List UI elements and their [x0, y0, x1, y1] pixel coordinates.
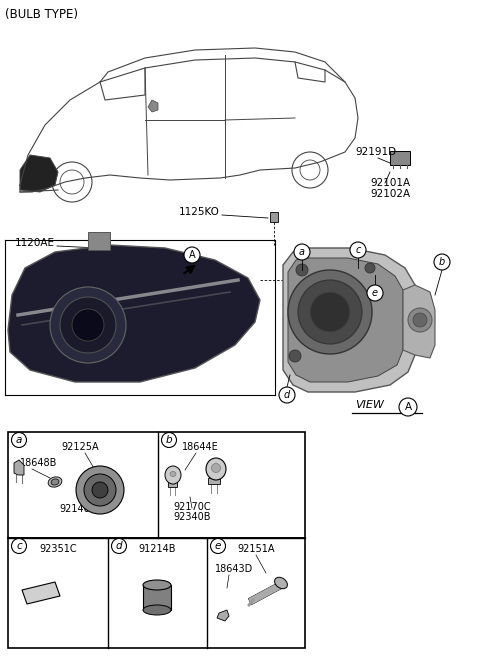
Circle shape	[294, 244, 310, 260]
Text: 92102A: 92102A	[370, 189, 410, 199]
Ellipse shape	[143, 605, 171, 615]
Text: 92101A: 92101A	[370, 178, 410, 188]
Text: a: a	[299, 247, 305, 257]
Circle shape	[288, 270, 372, 354]
Circle shape	[399, 398, 417, 416]
Circle shape	[184, 247, 200, 263]
Circle shape	[298, 280, 362, 344]
Ellipse shape	[275, 578, 288, 589]
Text: d: d	[284, 390, 290, 400]
Text: (BULB TYPE): (BULB TYPE)	[5, 8, 78, 21]
Text: c: c	[16, 541, 22, 551]
Circle shape	[289, 350, 301, 362]
Polygon shape	[22, 582, 60, 604]
Circle shape	[12, 432, 26, 447]
Text: 92125A: 92125A	[61, 442, 99, 452]
Circle shape	[211, 539, 226, 553]
Circle shape	[92, 482, 108, 498]
Ellipse shape	[165, 466, 181, 484]
Text: 18648B: 18648B	[20, 458, 58, 468]
Circle shape	[161, 432, 177, 447]
Text: a: a	[16, 435, 22, 445]
Ellipse shape	[48, 477, 62, 487]
Bar	[8, 432, 305, 538]
Ellipse shape	[143, 580, 171, 590]
Bar	[270, 212, 278, 222]
Bar	[143, 585, 171, 610]
Text: d: d	[116, 541, 122, 551]
Text: A: A	[405, 402, 411, 412]
Circle shape	[408, 308, 432, 332]
Text: 18644E: 18644E	[181, 442, 218, 452]
Text: b: b	[166, 435, 172, 445]
Bar	[168, 482, 177, 487]
Text: 92170C: 92170C	[173, 502, 211, 512]
Bar	[208, 478, 220, 484]
Text: 1125KO: 1125KO	[179, 207, 220, 217]
Text: 92151A: 92151A	[237, 544, 275, 554]
Text: b: b	[439, 257, 445, 267]
Bar	[390, 151, 410, 165]
Text: 92191D: 92191D	[355, 147, 396, 157]
Text: 91214B: 91214B	[138, 544, 176, 554]
Text: 92140E: 92140E	[60, 504, 96, 514]
Circle shape	[310, 292, 350, 332]
Circle shape	[413, 313, 427, 327]
Polygon shape	[14, 460, 24, 475]
Text: 92340B: 92340B	[173, 512, 211, 522]
Circle shape	[12, 539, 26, 553]
Circle shape	[365, 263, 375, 273]
Text: 92351C: 92351C	[39, 544, 77, 554]
Circle shape	[111, 539, 127, 553]
Ellipse shape	[212, 463, 220, 472]
Circle shape	[60, 297, 116, 353]
Circle shape	[296, 264, 308, 276]
Text: 1120AE: 1120AE	[15, 238, 55, 248]
Polygon shape	[8, 245, 260, 382]
Circle shape	[72, 309, 104, 341]
Circle shape	[50, 287, 126, 363]
Polygon shape	[217, 610, 229, 621]
Polygon shape	[20, 155, 58, 192]
Polygon shape	[148, 100, 158, 112]
Circle shape	[350, 242, 366, 258]
Ellipse shape	[51, 479, 59, 485]
Polygon shape	[288, 258, 403, 382]
Text: c: c	[355, 245, 360, 255]
Circle shape	[367, 285, 383, 301]
Circle shape	[76, 466, 124, 514]
Circle shape	[84, 474, 116, 506]
Text: A: A	[189, 250, 195, 260]
Text: 18643D: 18643D	[215, 564, 253, 574]
Polygon shape	[403, 285, 435, 358]
Circle shape	[434, 254, 450, 270]
Polygon shape	[283, 248, 415, 392]
Text: VIEW: VIEW	[355, 400, 384, 410]
Bar	[8, 538, 305, 648]
Ellipse shape	[206, 458, 226, 480]
Text: e: e	[372, 288, 378, 298]
Circle shape	[279, 387, 295, 403]
Text: e: e	[215, 541, 221, 551]
Ellipse shape	[170, 472, 176, 476]
Bar	[88, 232, 110, 250]
